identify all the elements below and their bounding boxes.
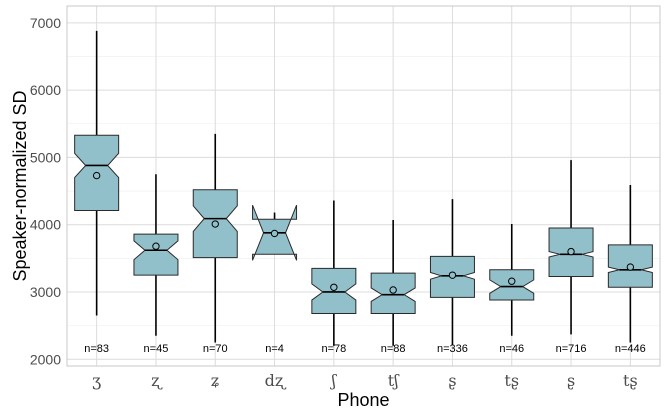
box-group bbox=[192, 133, 238, 343]
boxes bbox=[74, 30, 653, 346]
x-tick-label: ʂ bbox=[448, 371, 456, 390]
sample-count-label: n=716 bbox=[556, 343, 587, 355]
x-tick-label: ʑ bbox=[211, 371, 220, 390]
y-tick-label: 7000 bbox=[30, 15, 61, 31]
x-tick-label: tʂ bbox=[623, 371, 638, 390]
mean-point bbox=[567, 247, 575, 256]
y-tick-label: 6000 bbox=[30, 82, 61, 98]
x-tick-label: ʃ bbox=[330, 371, 338, 390]
y-axis-title: Speaker-normalized SD bbox=[10, 90, 30, 281]
y-tick-label: 5000 bbox=[30, 149, 61, 165]
mean-point bbox=[270, 229, 279, 238]
x-tick-labels: ʒ ʐ ʑ dʐ ʃ tʃ ʂ tʂ ʂ tʂ bbox=[92, 371, 638, 390]
box-group bbox=[133, 174, 179, 336]
box-group bbox=[429, 199, 475, 346]
box-body bbox=[311, 267, 357, 315]
x-tick-label: ʐ bbox=[151, 371, 163, 390]
sample-count-label: n=88 bbox=[381, 343, 406, 355]
x-tick-label: dʐ bbox=[265, 371, 287, 390]
plot-frame bbox=[66, 5, 661, 367]
mean-point bbox=[92, 171, 101, 180]
x-tick-label: ʒ bbox=[92, 371, 101, 390]
box-group bbox=[252, 204, 298, 261]
box-body bbox=[133, 233, 179, 276]
box-group bbox=[607, 184, 653, 343]
sample-count-label: n=446 bbox=[615, 343, 646, 355]
x-tick-label: tʂ bbox=[504, 371, 519, 390]
box-group bbox=[370, 219, 416, 346]
y-tick-label: 3000 bbox=[30, 284, 61, 300]
box-group bbox=[74, 30, 120, 316]
sample-count-label: n=46 bbox=[499, 343, 524, 355]
box-group bbox=[548, 160, 594, 335]
y-tick-labels: 2000 3000 4000 5000 6000 7000 bbox=[30, 15, 61, 367]
x-axis-title: Phone bbox=[337, 390, 389, 410]
mean-point bbox=[211, 220, 219, 228]
sample-count-label: n=336 bbox=[437, 343, 468, 355]
mean-point bbox=[448, 271, 457, 279]
y-tick-label: 4000 bbox=[30, 217, 61, 233]
box-body bbox=[489, 269, 535, 301]
mean-point bbox=[626, 263, 635, 271]
mean-point bbox=[330, 283, 338, 291]
sample-counts: n=83 n=45 n=70 n=4 n=78 n=88 n=336 n=46 n=716 n=4… bbox=[84, 343, 646, 355]
box-group bbox=[489, 224, 535, 336]
sample-count-label: n=45 bbox=[144, 343, 169, 355]
mean-point bbox=[508, 277, 516, 285]
mean-point bbox=[389, 286, 397, 294]
box-group bbox=[311, 200, 357, 346]
sample-count-label: n=4 bbox=[265, 343, 284, 355]
sample-count-label: n=70 bbox=[203, 343, 228, 355]
mean-point bbox=[152, 242, 160, 250]
sample-count-label: n=78 bbox=[321, 343, 346, 355]
x-tick-label: tʃ bbox=[388, 371, 400, 390]
sample-count-label: n=83 bbox=[84, 343, 109, 355]
x-tick-label: ʂ bbox=[567, 371, 575, 390]
y-tick-label: 2000 bbox=[30, 351, 61, 367]
